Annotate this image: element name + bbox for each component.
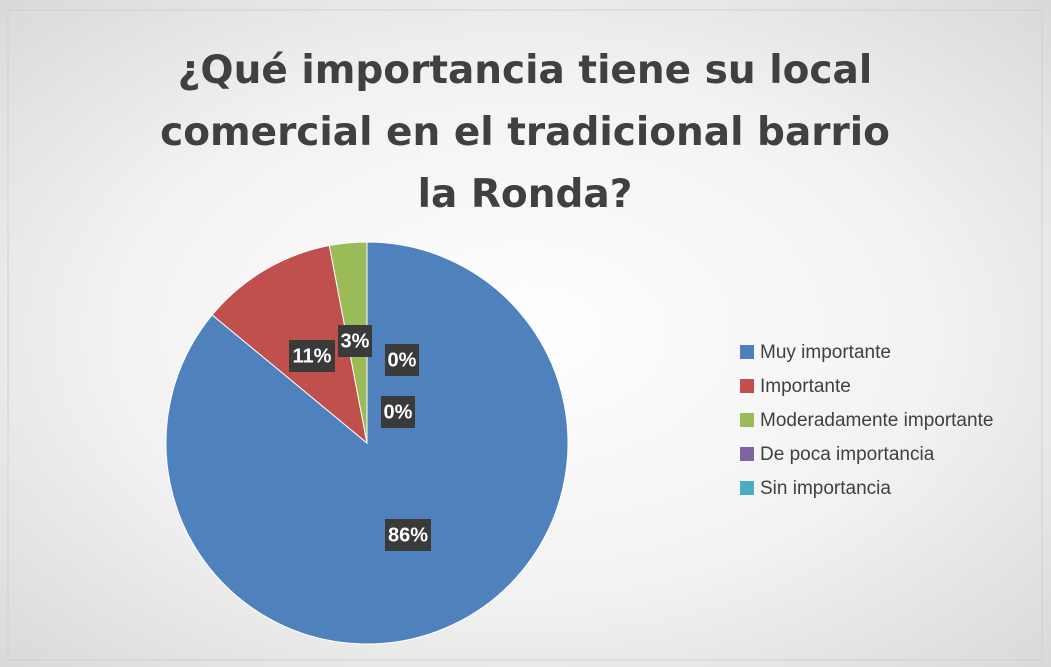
data-label: 11% — [293, 345, 332, 367]
chart-title: ¿Qué importancia tiene su local comercia… — [160, 48, 890, 217]
legend-label: Muy importante — [760, 342, 891, 363]
legend-swatch — [740, 345, 754, 359]
data-label-box — [289, 340, 335, 372]
legend-swatch — [740, 481, 754, 495]
chart-border — [7, 9, 1043, 661]
legend-swatch — [740, 379, 754, 393]
legend-label: Importante — [760, 376, 851, 397]
legend-swatch — [740, 413, 754, 427]
data-label: 86% — [388, 524, 428, 546]
data-label: 0% — [384, 401, 413, 423]
legend-label: Sin importancia — [760, 478, 891, 499]
legend-label: De poca importancia — [760, 444, 935, 465]
data-label: 0% — [388, 349, 417, 371]
legend-swatch — [740, 447, 754, 461]
data-label-box — [381, 396, 415, 428]
pie-slice — [165, 241, 569, 645]
data-label-box — [338, 325, 372, 357]
data-label-box — [385, 519, 431, 551]
data-label-box — [385, 344, 419, 376]
data-label: 3% — [341, 330, 370, 352]
legend-label: Moderadamente importante — [760, 410, 993, 431]
